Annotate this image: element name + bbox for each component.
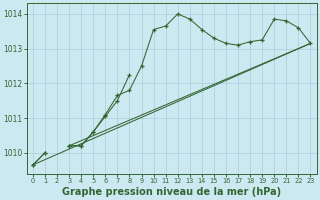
X-axis label: Graphe pression niveau de la mer (hPa): Graphe pression niveau de la mer (hPa) <box>62 187 281 197</box>
